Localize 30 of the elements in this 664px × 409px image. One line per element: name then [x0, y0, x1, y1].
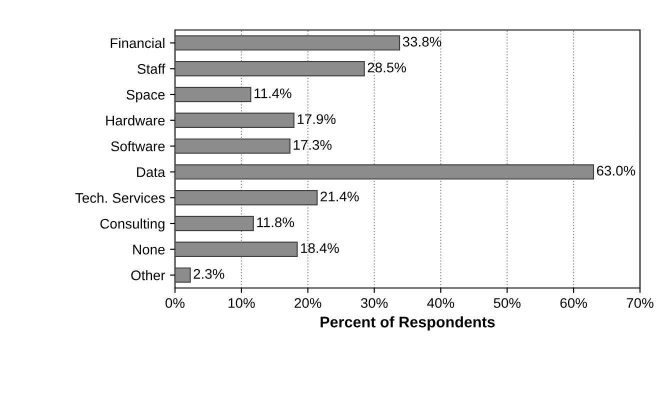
y-tick-label: Staff: [138, 64, 166, 74]
y-tick-label: Financial: [110, 38, 164, 48]
y-tick-label: Space: [126, 90, 165, 102]
x-tick-label: 60%: [560, 298, 587, 308]
data-label: 33.8%: [402, 36, 442, 47]
data-label: 17.3%: [294, 140, 332, 150]
data-label: 21.4%: [320, 192, 359, 202]
x-axis-title: Percent of Respondents: [320, 316, 495, 330]
y-tick-label: None: [133, 244, 165, 254]
data-label: 18.4%: [301, 243, 339, 254]
y-tick-label: Hardware: [106, 115, 165, 126]
data-label: 11.8%: [257, 217, 294, 228]
x-tick-label: 50%: [494, 298, 521, 308]
y-tick-label: Tech. Services: [75, 192, 165, 203]
x-tick-label: 0%: [166, 298, 185, 308]
x-tick-label: 20%: [294, 298, 322, 308]
x-tick-label: 30%: [360, 298, 388, 308]
x-tick-label: 10%: [228, 298, 255, 308]
y-tick-label: Software: [111, 141, 165, 152]
data-label: 11.4%: [254, 88, 292, 98]
data-label: 2.3%: [194, 268, 224, 279]
bar: [175, 267, 191, 283]
x-tick-label: 70%: [626, 298, 654, 308]
y-tick-label: Data: [137, 167, 166, 178]
x-tick-label: 40%: [427, 298, 454, 308]
data-label: 17.9%: [298, 114, 336, 124]
data-label: 28.5%: [368, 62, 406, 72]
y-tick-label: Consulting: [100, 218, 164, 232]
data-label: 63.0%: [596, 166, 636, 176]
y-tick-label: Other: [131, 270, 166, 280]
